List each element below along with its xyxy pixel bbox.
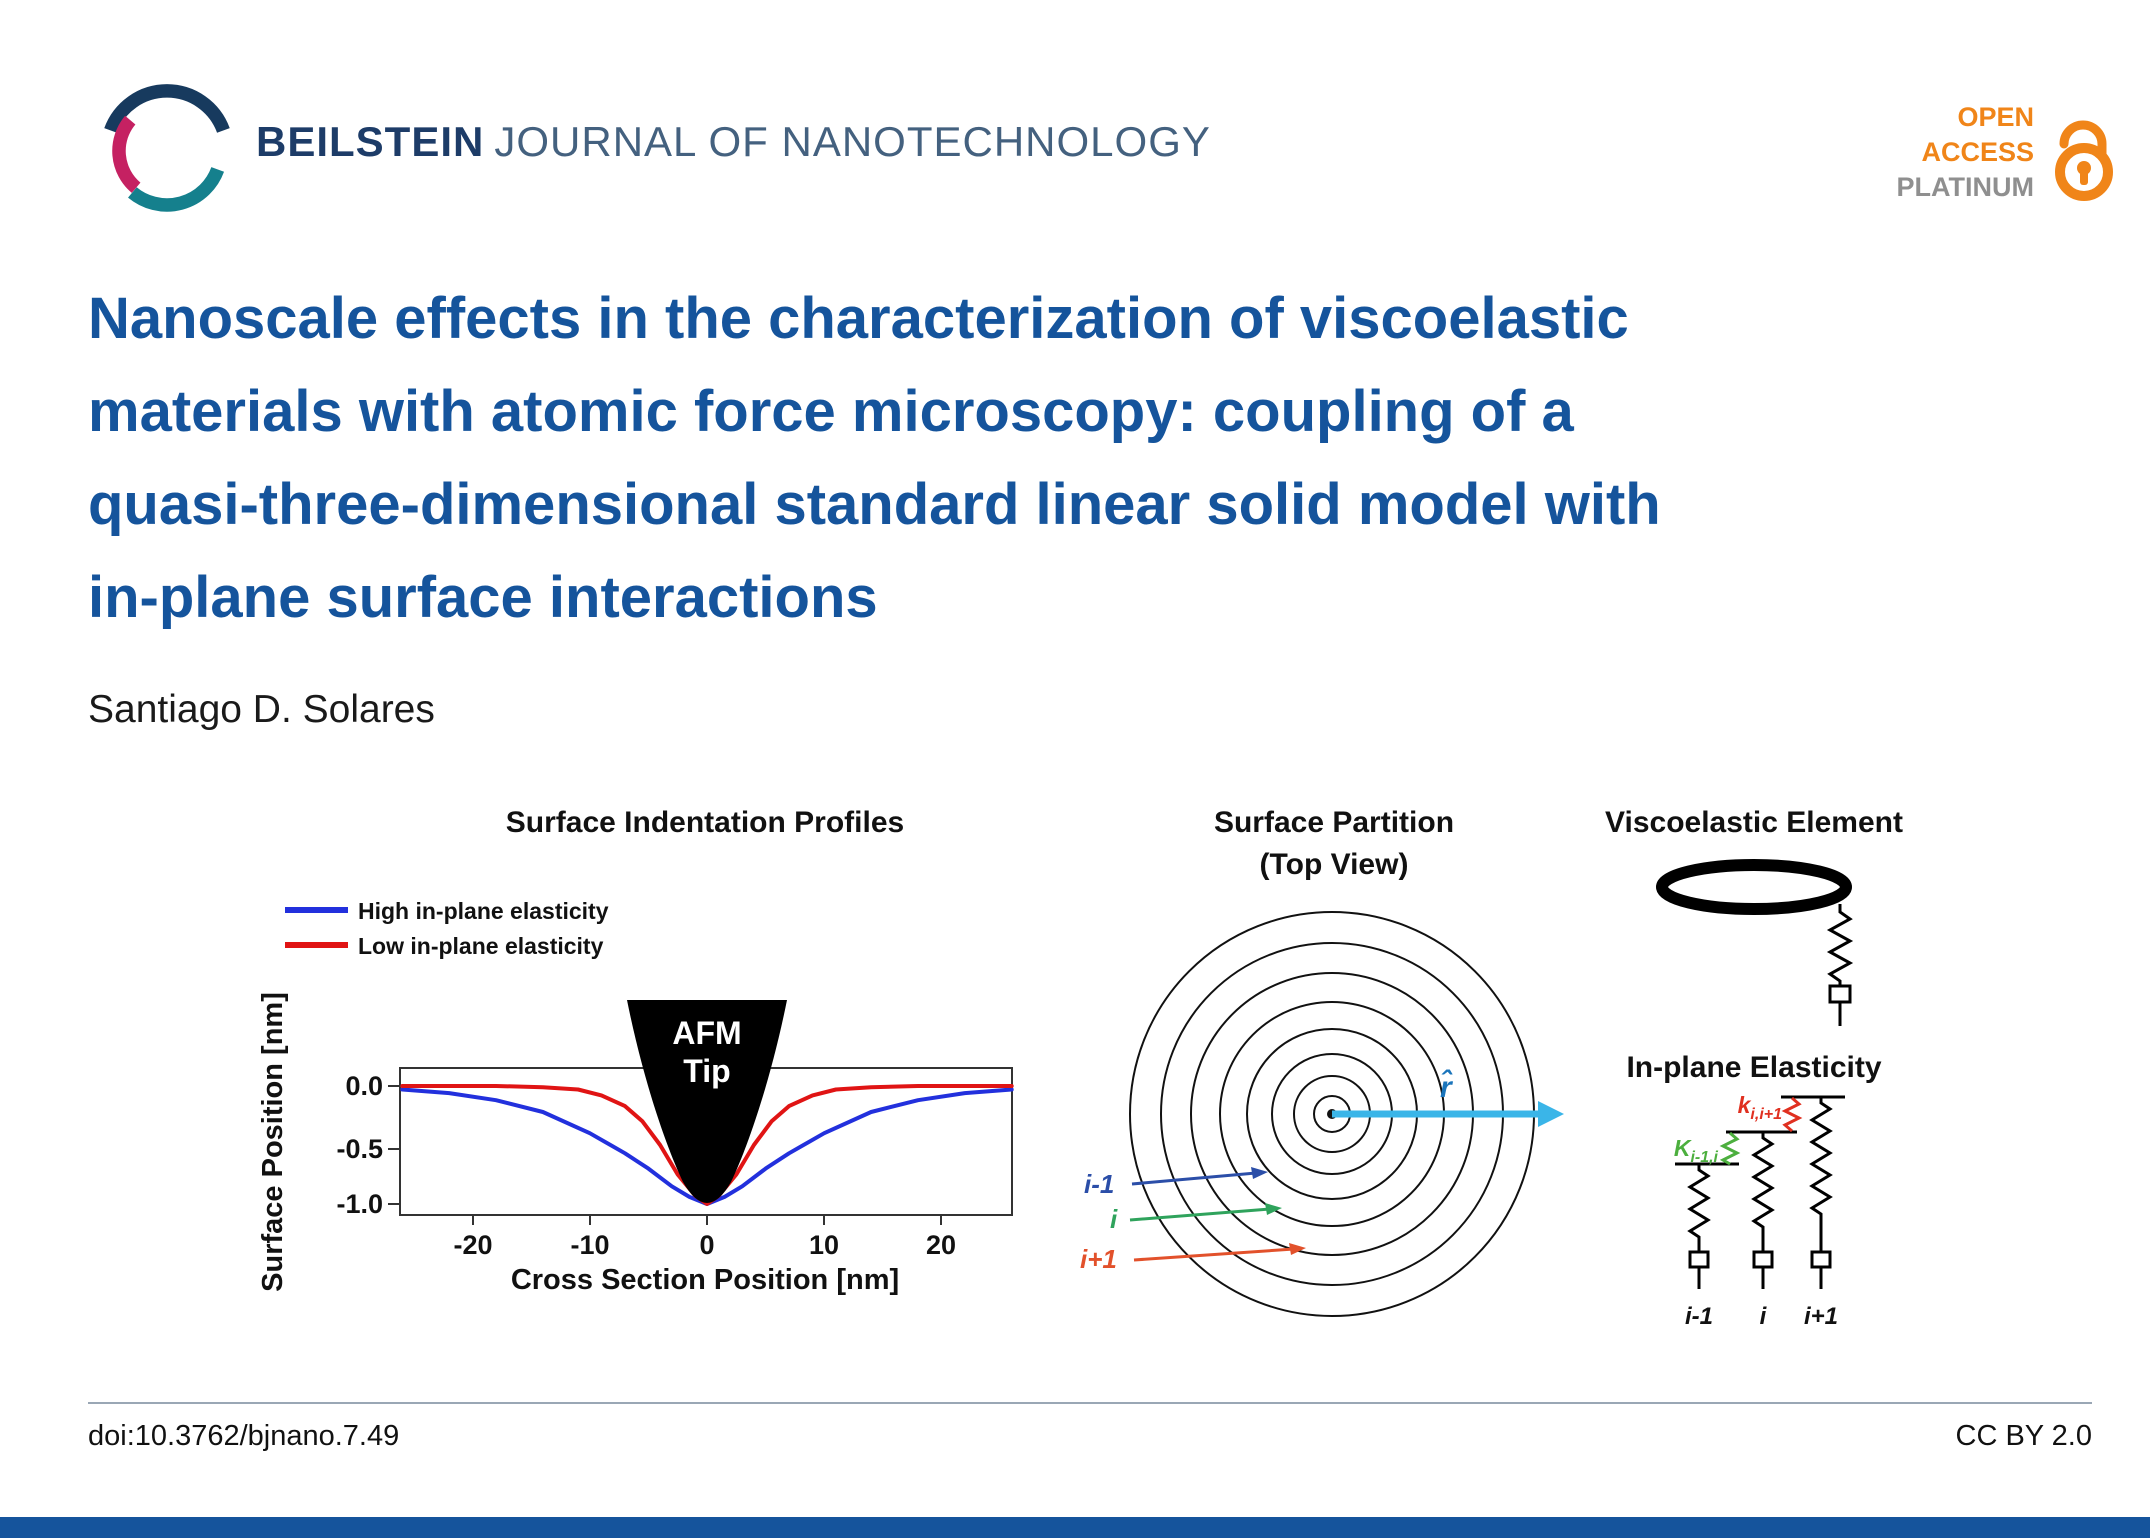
elasticity-title: In-plane Elasticity — [1626, 1051, 1881, 1084]
title-line-4: in-plane surface interactions — [88, 565, 878, 630]
license-text: CC BY 2.0 — [1955, 1420, 2092, 1452]
spring-label-k-sub: i,i+1 — [1750, 1106, 1782, 1123]
lock-body — [2055, 143, 2113, 201]
beilstein-logo-icon — [104, 84, 230, 212]
ytick-label: -0.5 — [336, 1134, 383, 1164]
element-spring-i — [1751, 1132, 1775, 1252]
xtick-label: -20 — [453, 1230, 492, 1260]
bottom-bar — [0, 1517, 2150, 1538]
spring-label-K-main: K — [1674, 1135, 1692, 1161]
element-spring-i-plus-1 — [1809, 1097, 1833, 1252]
afm-tip-label-1: AFM — [672, 1015, 741, 1051]
doi-text: doi:10.3762/bjnano.7.49 — [88, 1420, 400, 1452]
afm-tip-shape — [627, 1000, 787, 1203]
journal-name-bold: BEILSTEIN — [256, 118, 485, 165]
viscoelastic-damper — [1828, 984, 1852, 1004]
spring-label-K-sub: i-1,i — [1690, 1149, 1718, 1166]
ring-label-i: i — [1110, 1204, 1118, 1234]
element-damper-i-minus-1 — [1688, 1250, 1710, 1269]
afm-tip-label-2: Tip — [683, 1053, 730, 1089]
ytick-label: 0.0 — [345, 1071, 383, 1101]
logo-arc-navy — [104, 84, 230, 133]
ring-arrow-i — [1129, 1207, 1271, 1222]
viscoelastic-element-diagram: Viscoelastic Element In-plane Elasticity… — [1605, 806, 1903, 1330]
open-access-label: OPEN ACCESS PLATINUM — [1897, 100, 2034, 205]
logo-arc-teal — [128, 166, 225, 212]
xtick-label: 20 — [926, 1230, 956, 1260]
chart-title: Surface Indentation Profiles — [506, 806, 904, 839]
lock-shackle — [2059, 120, 2107, 159]
title-line-1: Nanoscale effects in the characterizatio… — [88, 286, 1629, 351]
node-label-i-plus-1: i+1 — [1804, 1303, 1838, 1330]
r-arrow-head — [1538, 1101, 1564, 1127]
y-axis-label: Surface Position [nm] — [257, 992, 289, 1292]
ring-label-i-plus-1: i+1 — [1080, 1244, 1117, 1274]
indentation-profiles-chart: Surface Indentation Profiles High in-pla… — [257, 806, 1014, 1296]
article-title: Nanoscale effects in the characterizatio… — [88, 272, 2083, 644]
author-name: Santiago D. Solares — [88, 688, 435, 731]
node-label-i: i — [1760, 1303, 1768, 1330]
ytick-label: -1.0 — [336, 1189, 383, 1219]
open-access-lock-icon — [2055, 120, 2113, 201]
xtick-label: -10 — [570, 1230, 609, 1260]
journal-name: BEILSTEIN JOURNAL OF NANOTECHNOLOGY — [256, 118, 1211, 166]
node-label-i-minus-1: i-1 — [1685, 1303, 1713, 1330]
open-access-line1: OPEN — [1957, 102, 2034, 132]
ring-arrow-i-plus-1 — [1133, 1247, 1295, 1262]
xtick-label: 10 — [809, 1230, 839, 1260]
ring-label-i-minus-1: i-1 — [1084, 1169, 1114, 1199]
in-plane-spring-K — [1719, 1131, 1741, 1166]
element-damper-i — [1752, 1250, 1774, 1269]
viscoelastic-title: Viscoelastic Element — [1605, 806, 1903, 839]
open-access-line2: ACCESS — [1921, 137, 2034, 167]
ring-arrow-head-i — [1265, 1203, 1282, 1215]
element-spring-i-minus-1 — [1687, 1164, 1711, 1252]
ring-arrow-head-i-minus-1 — [1251, 1167, 1268, 1179]
viscoelastic-ring — [1656, 859, 1852, 915]
lock-keyhole-stem — [2080, 170, 2088, 185]
spring-label-k: ki,i+1 — [1738, 1092, 1782, 1123]
surface-partition-diagram: Surface Partition (Top View) r̂ i-1 i i+… — [1080, 806, 1564, 1317]
spring-label-k-main: k — [1738, 1092, 1752, 1118]
legend-label-high: High in-plane elasticity — [358, 898, 609, 924]
logo-arc-crimson — [112, 115, 141, 193]
x-axis-label: Cross Section Position [nm] — [511, 1264, 899, 1296]
partition-title-2: (Top View) — [1260, 848, 1409, 881]
ring-arrow-head-i-plus-1 — [1289, 1243, 1306, 1255]
r-label: r̂ — [1440, 1070, 1454, 1104]
spring-label-K: Ki-1,i — [1674, 1135, 1719, 1166]
journal-name-rest: JOURNAL OF NANOTECHNOLOGY — [494, 118, 1211, 165]
footer-divider — [88, 1402, 2092, 1404]
xtick-label: 0 — [699, 1230, 714, 1260]
in-plane-spring-k — [1781, 1096, 1803, 1133]
ring-arrow-i-minus-1 — [1131, 1171, 1257, 1186]
partition-title-1: Surface Partition — [1214, 806, 1454, 839]
series-low-in-plane-elasticity — [400, 1084, 1014, 1206]
viscoelastic-spring — [1826, 904, 1854, 986]
element-damper-i-plus-1 — [1810, 1250, 1832, 1269]
title-line-2: materials with atomic force microscopy: … — [88, 379, 1574, 444]
legend-label-low: Low in-plane elasticity — [358, 933, 604, 959]
open-access-line3: PLATINUM — [1896, 172, 2034, 202]
title-line-3: quasi-three-dimensional standard linear … — [88, 472, 1661, 537]
